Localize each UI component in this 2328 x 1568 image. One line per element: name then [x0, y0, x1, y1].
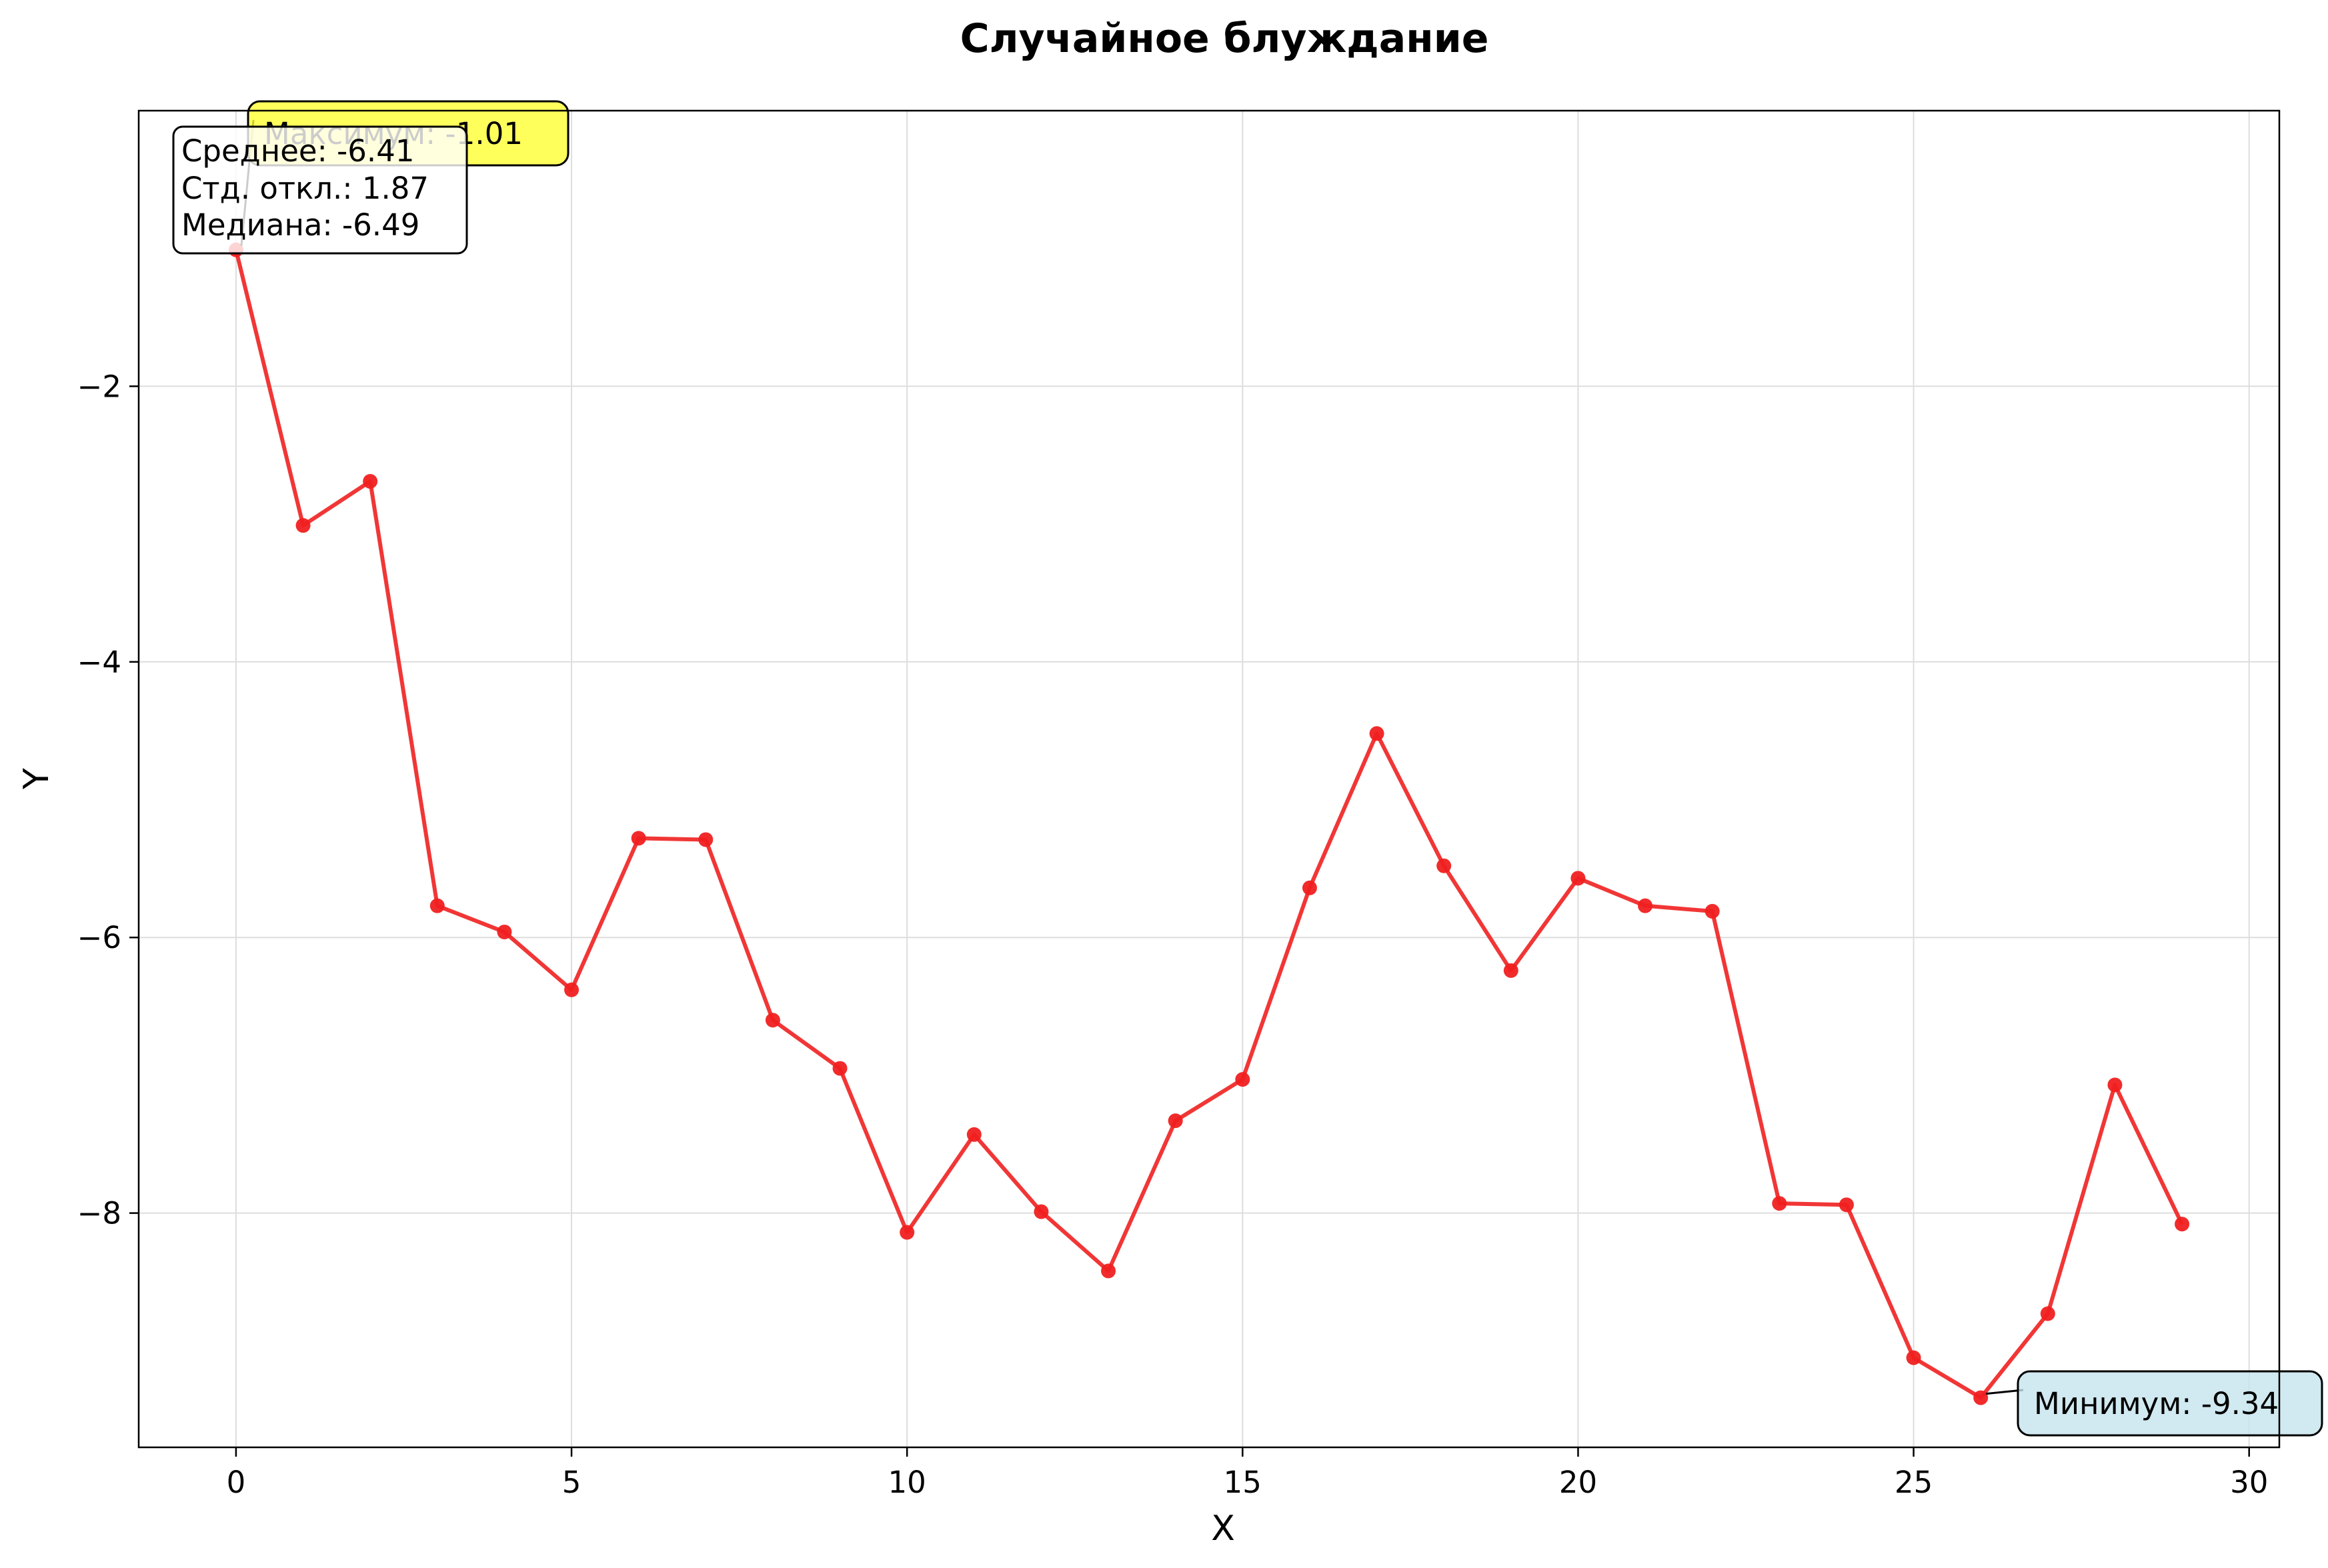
data-point: [2107, 1077, 2123, 1093]
plot-frame: [137, 109, 2281, 1449]
data-point: [363, 474, 378, 489]
data-point: [765, 1013, 780, 1028]
x-tick-label: 30: [2230, 1465, 2268, 1500]
x-tick-label: 25: [1895, 1465, 1933, 1500]
data-point: [564, 982, 579, 997]
data-point: [295, 518, 311, 533]
stats-box-frame: [172, 125, 468, 255]
y-tick-label: −2: [77, 369, 121, 404]
x-tick-label: 10: [888, 1465, 926, 1500]
data-point: [1973, 1390, 1989, 1405]
data-point: [1369, 726, 1384, 741]
series-layer: [228, 242, 2190, 1405]
data-point: [1034, 1204, 1049, 1219]
y-tick-label: −6: [77, 920, 121, 955]
y-tick-label: −4: [77, 645, 121, 680]
data-point: [1772, 1196, 1787, 1211]
x-tick-label: 5: [562, 1465, 581, 1500]
y-axis-label: Y: [17, 768, 57, 790]
stats-mean: Среднее: -6.41: [181, 133, 414, 169]
x-tick-label: 15: [1224, 1465, 1262, 1500]
x-axis-label: X: [1211, 1509, 1235, 1549]
data-point: [966, 1127, 982, 1142]
data-point: [1906, 1350, 1921, 1365]
data-point: [1101, 1263, 1116, 1279]
data-point: [2040, 1306, 2055, 1321]
stats-box: Среднее: -6.41 Стд. откл.: 1.87 Медиана:…: [172, 125, 468, 255]
grid: [139, 111, 2279, 1447]
x-tick-label: 0: [227, 1465, 246, 1500]
chart-title: Случайное блуждание: [960, 15, 1489, 62]
series-line: [233, 249, 2184, 1400]
x-tick-label: 20: [1559, 1465, 1597, 1500]
data-point: [698, 832, 714, 847]
min-annotation-label: Минимум: -9.34: [2034, 1386, 2279, 1421]
data-point: [2175, 1217, 2190, 1232]
data-point: [497, 924, 512, 939]
data-point: [1638, 898, 1653, 913]
data-point: [1302, 880, 1317, 895]
stats-std: Стд. откл.: 1.87: [181, 171, 429, 206]
data-point: [1570, 871, 1586, 886]
y-tick-label: −8: [77, 1196, 121, 1231]
data-point: [1436, 858, 1452, 873]
axis-ticks: 0 5 10 15 20 25 30 −2 −4 −6 −8: [77, 369, 2269, 1500]
data-point: [1704, 903, 1720, 919]
data-point: [631, 831, 646, 846]
data-point: [1839, 1197, 1854, 1213]
data-point: [900, 1225, 915, 1240]
min-annotation-box: [2017, 1370, 2323, 1437]
data-point: [1235, 1072, 1250, 1087]
data-point: [832, 1061, 848, 1076]
data-point: [429, 898, 445, 913]
data-point: [1503, 963, 1518, 978]
data-point: [1168, 1113, 1183, 1129]
stats-median: Медиана: -6.49: [181, 207, 419, 243]
